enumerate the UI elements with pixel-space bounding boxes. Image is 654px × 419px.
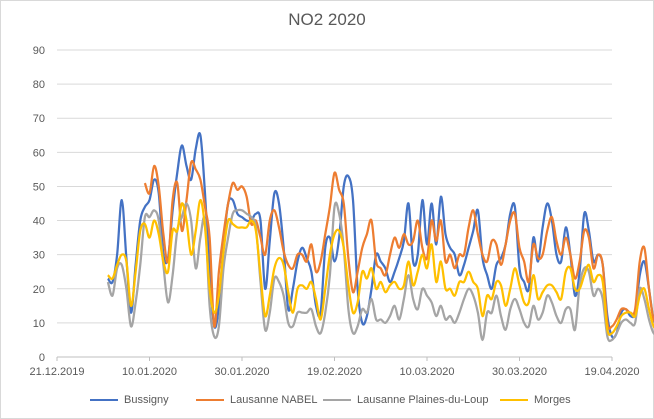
x-axis-ticks: 21.12.2019 10.01.2020 30.01.2020 19.02.2020… — [29, 357, 640, 378]
y-tick-label: 30 — [33, 250, 45, 262]
y-tick-label: 40 — [33, 216, 45, 228]
legend-item-bussigny: Bussigny — [90, 390, 169, 410]
x-tick-label: 10.01.2020 — [122, 366, 177, 378]
legend-item-morges: Morges — [500, 390, 571, 410]
x-tick-label: 10.03.2020 — [399, 366, 454, 378]
legend-label-bussigny: Bussigny — [124, 394, 169, 406]
x-tick-label: 19.02.2020 — [307, 366, 362, 378]
legend-label-morges: Morges — [534, 394, 571, 406]
gridlines — [57, 49, 612, 358]
y-tick-label: 80 — [33, 79, 45, 91]
x-tick-label: 30.03.2020 — [492, 366, 547, 378]
legend-label-lausanne-nabel: Lausanne NABEL — [230, 394, 318, 406]
legend-swatch-morges — [500, 399, 528, 401]
legend-swatch-lausanne-nabel — [196, 399, 224, 401]
legend-item-lausanne-nabel: Lausanne NABEL — [196, 390, 317, 410]
series-line-lausanne-nabel — [143, 159, 654, 330]
y-tick-label: 90 — [33, 45, 45, 57]
legend-item-lausanne-plaines-du-loup: Lausanne Plaines-du-Loup — [323, 390, 489, 410]
legend: Bussigny Lausanne NABEL Lausanne Plaines… — [0, 390, 654, 410]
series-line-lausanne-plaines-du-loup — [106, 201, 654, 343]
y-tick-label: 70 — [33, 113, 45, 125]
y-axis-ticks: 0 10 20 30 40 50 60 70 80 90 — [33, 45, 45, 364]
y-tick-label: 60 — [33, 147, 45, 159]
legend-swatch-bussigny — [90, 399, 118, 401]
legend-label-lausanne-plaines-du-loup: Lausanne Plaines-du-Loup — [357, 394, 489, 406]
x-tick-label: 21.12.2019 — [29, 366, 84, 378]
y-tick-label: 10 — [33, 318, 45, 330]
y-tick-label: 50 — [33, 181, 45, 193]
series-lines — [106, 132, 654, 343]
x-tick-label: 19.04.2020 — [584, 366, 639, 378]
series-line-bussigny — [106, 132, 654, 339]
series-line-morges — [107, 198, 654, 336]
chart-title: NO2 2020 — [288, 10, 366, 29]
y-tick-label: 0 — [39, 352, 45, 364]
x-tick-label: 30.01.2020 — [214, 366, 269, 378]
y-tick-label: 20 — [33, 284, 45, 296]
legend-swatch-lausanne-plaines-du-loup — [323, 399, 351, 401]
